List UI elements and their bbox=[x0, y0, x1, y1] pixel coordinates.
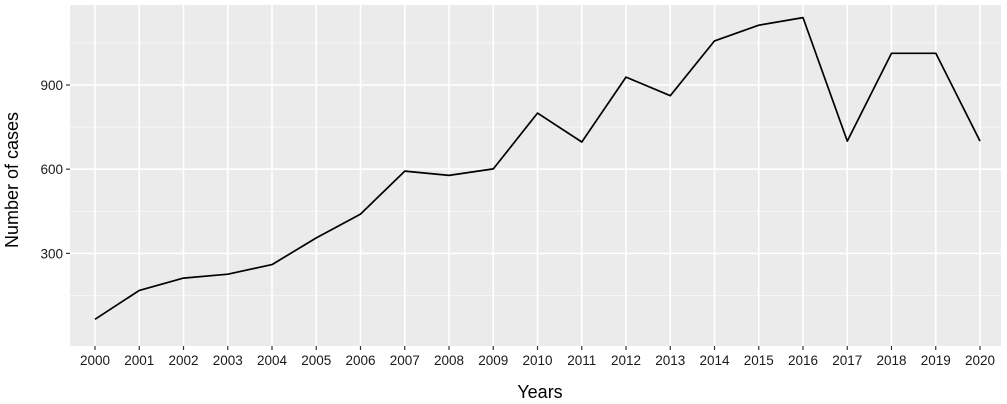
y-tick-label: 300 bbox=[40, 246, 63, 261]
x-tick-label: 2011 bbox=[567, 353, 596, 368]
grid-minor-lines bbox=[70, 42, 1001, 296]
y-axis: 300 600 900 bbox=[40, 78, 70, 261]
x-tick-label: 2004 bbox=[257, 353, 288, 368]
series-line bbox=[94, 16, 981, 321]
y-tick-label: 600 bbox=[40, 162, 63, 177]
x-tick-label: 2019 bbox=[921, 353, 951, 368]
x-tick-label: 2000 bbox=[80, 353, 110, 368]
plot-panel bbox=[70, 5, 1001, 346]
y-tick-label: 900 bbox=[40, 78, 63, 93]
x-tick-label: 2016 bbox=[788, 353, 818, 368]
grid-major-lines bbox=[70, 5, 1001, 346]
x-tick-label: 2015 bbox=[744, 353, 774, 368]
x-tick-label: 2002 bbox=[168, 353, 198, 368]
x-axis: 2000 2001 2002 2003 2004 2005 2006 2007 2008 2009… bbox=[80, 346, 995, 368]
series-layer bbox=[94, 16, 981, 321]
x-tick-label: 2010 bbox=[522, 353, 552, 368]
x-tick-label: 2008 bbox=[434, 353, 464, 368]
x-tick-label: 2001 bbox=[124, 353, 154, 368]
x-tick-label: 2020 bbox=[965, 353, 995, 368]
x-tick-label: 2005 bbox=[301, 353, 331, 368]
x-tick-label: 2003 bbox=[213, 353, 243, 368]
y-axis-title: Number of cases bbox=[2, 112, 22, 248]
x-tick-label: 2009 bbox=[478, 353, 508, 368]
x-tick-label: 2014 bbox=[699, 353, 730, 368]
x-tick-label: 2012 bbox=[611, 353, 641, 368]
x-tick-label: 2018 bbox=[876, 353, 906, 368]
x-tick-label: 2006 bbox=[345, 353, 375, 368]
x-tick-label: 2017 bbox=[832, 353, 862, 368]
x-axis-title: Years bbox=[517, 382, 562, 402]
x-tick-label: 2013 bbox=[655, 353, 685, 368]
x-tick-label: 2007 bbox=[390, 353, 420, 368]
